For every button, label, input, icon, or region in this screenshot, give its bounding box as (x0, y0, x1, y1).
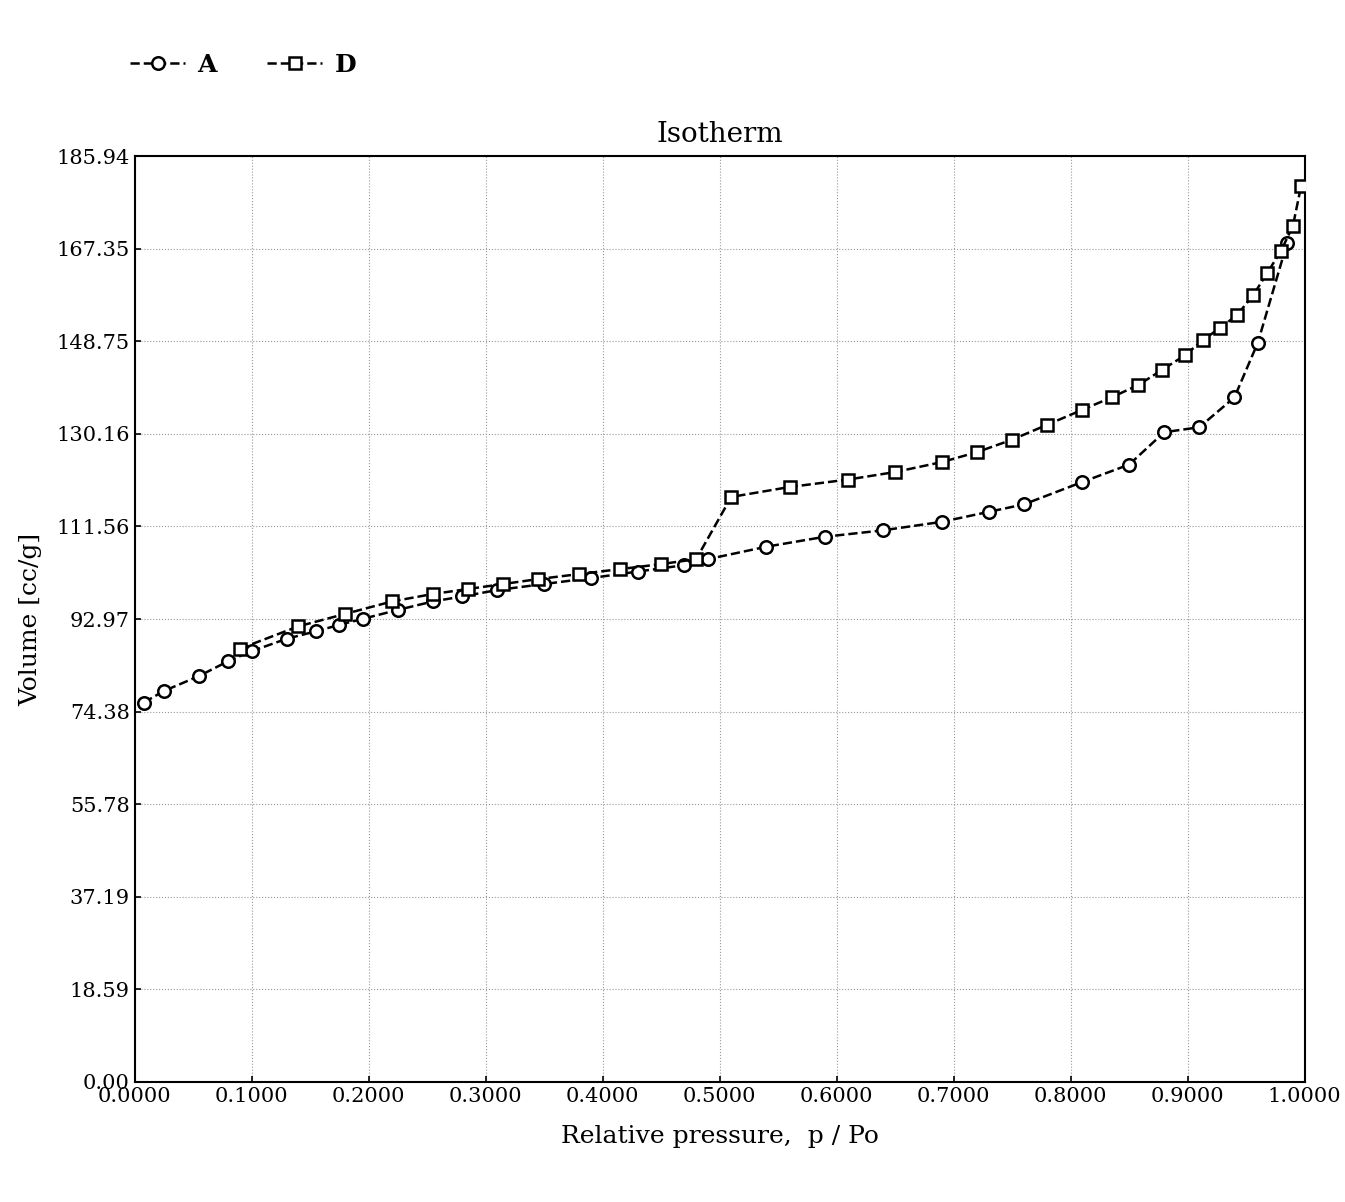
Title: Isotherm: Isotherm (656, 121, 783, 148)
X-axis label: Relative pressure,  p / Po: Relative pressure, p / Po (561, 1125, 878, 1148)
Legend: A, D: A, D (120, 42, 366, 87)
Y-axis label: Volume [cc/g]: Volume [cc/g] (19, 532, 42, 706)
